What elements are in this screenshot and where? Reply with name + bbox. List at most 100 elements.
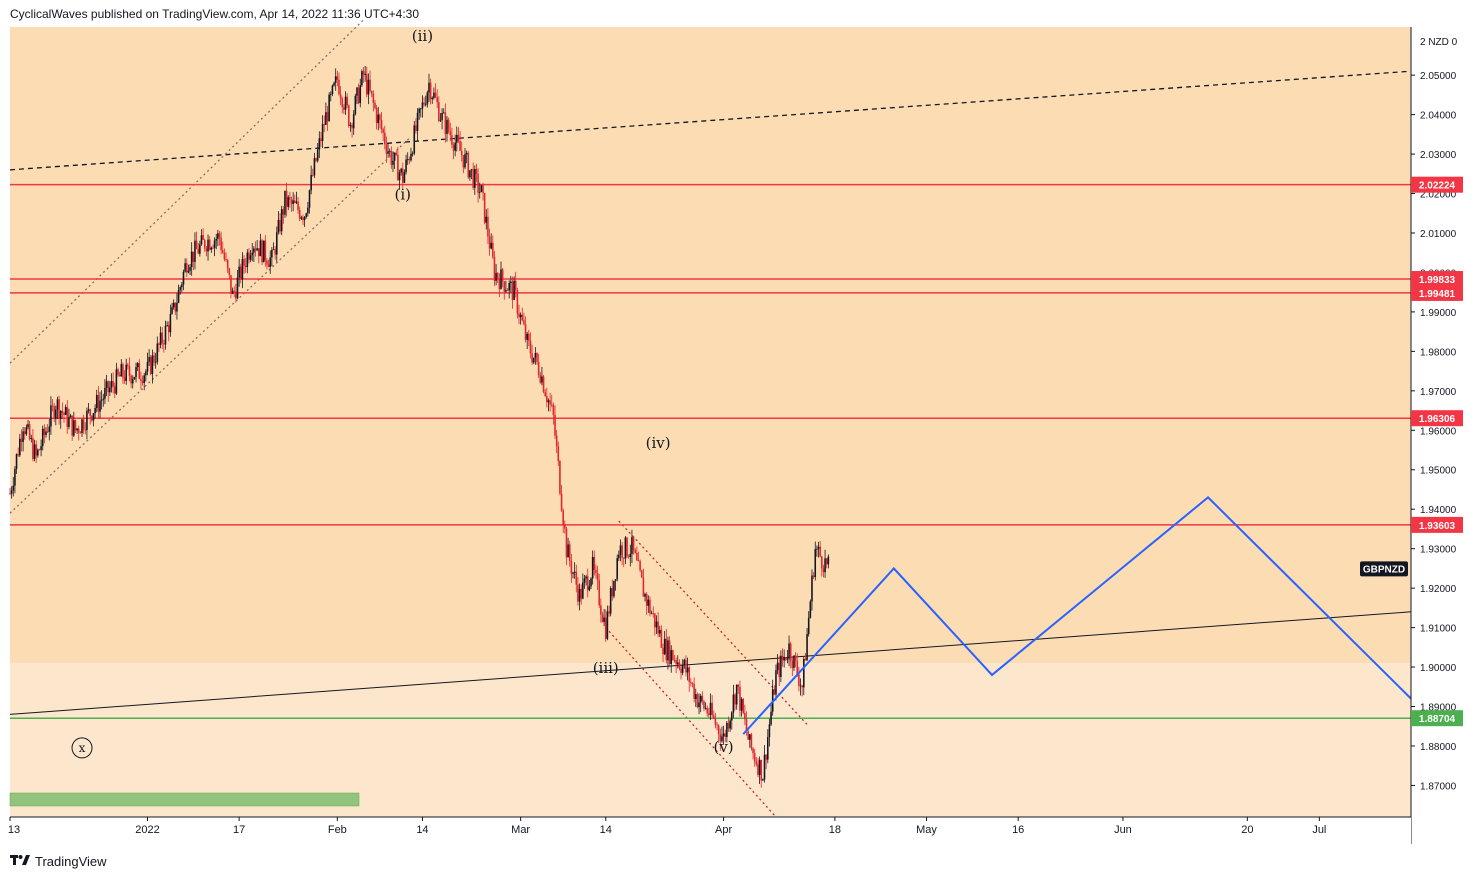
candle-303 bbox=[505, 280, 507, 294]
candle-229 bbox=[384, 125, 386, 150]
candle-444 bbox=[735, 684, 738, 710]
candle-101 bbox=[174, 302, 177, 316]
x-axis[interactable]: 13 2022 17 Feb 14 Mar 14 Apr 18 May 16 Jun 20 Jul bbox=[8, 816, 1411, 844]
candle-409 bbox=[678, 659, 681, 671]
candle-body-113 bbox=[194, 240, 196, 262]
candle-222 bbox=[372, 90, 375, 112]
candle-body-134 bbox=[228, 268, 231, 276]
candle-113 bbox=[194, 232, 196, 270]
candle-465 bbox=[770, 703, 772, 727]
candle-body-293 bbox=[488, 236, 491, 249]
candle-body-114 bbox=[195, 240, 198, 250]
candle-body-69 bbox=[122, 364, 124, 378]
candle-body-392 bbox=[650, 613, 653, 615]
candle-69 bbox=[122, 362, 124, 384]
candle-body-241 bbox=[403, 172, 406, 183]
candle-body-118 bbox=[202, 235, 204, 240]
candle-445 bbox=[737, 684, 740, 694]
candle-body-264 bbox=[441, 112, 443, 120]
candle-160 bbox=[271, 246, 273, 267]
candle-280 bbox=[467, 150, 470, 179]
x-tick-label-13: Jul bbox=[1312, 824, 1326, 836]
candle-375 bbox=[622, 557, 625, 568]
candle-body-346 bbox=[575, 571, 578, 585]
candle-172 bbox=[290, 196, 293, 212]
candle-347 bbox=[577, 577, 579, 606]
candle-body-431 bbox=[714, 717, 717, 725]
candle-196 bbox=[329, 91, 332, 102]
candle-body-443 bbox=[734, 694, 736, 705]
candle-249 bbox=[416, 108, 419, 141]
trendline-0 bbox=[9, 611, 1412, 715]
candle-body-324 bbox=[539, 375, 542, 383]
candle-body-240 bbox=[402, 168, 404, 183]
candle-body-54 bbox=[97, 395, 100, 412]
candle-body-36 bbox=[68, 417, 70, 427]
candle-body-424 bbox=[703, 701, 705, 709]
candle-body-303 bbox=[505, 290, 507, 292]
candle-426 bbox=[706, 705, 709, 717]
candle-body-155 bbox=[262, 240, 265, 263]
candle-307 bbox=[511, 276, 514, 309]
candle-body-311 bbox=[518, 313, 520, 318]
candle-body-479 bbox=[793, 655, 795, 668]
candle-495 bbox=[819, 540, 821, 558]
candle-398 bbox=[660, 625, 663, 649]
candle-body-371 bbox=[616, 558, 619, 580]
candle-496 bbox=[820, 555, 823, 577]
candle-body-489 bbox=[809, 601, 812, 618]
candle-263 bbox=[439, 113, 442, 122]
candle-body-268 bbox=[447, 119, 450, 132]
candle-39 bbox=[73, 411, 75, 438]
y-axis[interactable]: 2 NZD 0 1.87000 1.88000 1.89000 1.90000 1.91… bbox=[1410, 27, 1469, 844]
y-tick-label-2: 1.89000 bbox=[1420, 703, 1457, 714]
candle-454 bbox=[752, 747, 754, 760]
plot-background bbox=[10, 27, 1411, 817]
candle-body-325 bbox=[541, 376, 543, 383]
candle-body-83 bbox=[145, 371, 147, 376]
candle-body-143 bbox=[243, 258, 245, 266]
candle-body-366 bbox=[608, 611, 610, 614]
candle-body-129 bbox=[220, 237, 222, 251]
candle-body-81 bbox=[141, 380, 144, 383]
candle-345 bbox=[573, 562, 576, 579]
candle-353 bbox=[586, 568, 589, 598]
candle-194 bbox=[326, 105, 329, 131]
candle-body-103 bbox=[177, 289, 180, 303]
candle-494 bbox=[817, 541, 820, 558]
candle-body-67 bbox=[118, 374, 121, 377]
candle-body-172 bbox=[290, 199, 293, 204]
level-badge-label-5: 1.88704 bbox=[1419, 714, 1456, 725]
candle-348 bbox=[578, 583, 581, 611]
candle-392 bbox=[650, 610, 653, 615]
candle-body-294 bbox=[490, 242, 492, 249]
candle-body-491 bbox=[812, 575, 815, 578]
candle-body-298 bbox=[496, 272, 499, 279]
candle-257 bbox=[429, 78, 432, 105]
candle-487 bbox=[806, 628, 808, 661]
candle-body-163 bbox=[275, 232, 278, 255]
candle-body-369 bbox=[613, 580, 615, 597]
candle-436 bbox=[722, 725, 725, 745]
x-tick-label-6: 14 bbox=[600, 824, 612, 836]
candle-473 bbox=[783, 649, 785, 668]
candle-body-222 bbox=[372, 93, 375, 103]
candle-body-90 bbox=[156, 343, 159, 362]
candle-body-225 bbox=[377, 114, 380, 124]
candle-body-488 bbox=[807, 617, 810, 635]
candle-304 bbox=[506, 288, 509, 291]
candle-body-281 bbox=[469, 170, 471, 178]
candle-240 bbox=[402, 162, 404, 189]
candle-body-365 bbox=[606, 611, 609, 639]
y-tick-label-11: 1.98000 bbox=[1420, 347, 1457, 358]
candle-body-307 bbox=[511, 281, 514, 300]
candle-277 bbox=[462, 154, 465, 174]
candle-body-120 bbox=[205, 248, 208, 252]
candle-211 bbox=[354, 93, 357, 116]
candle-490 bbox=[811, 569, 813, 611]
candle-286 bbox=[477, 168, 479, 203]
candle-body-334 bbox=[555, 435, 558, 447]
candle-103 bbox=[177, 284, 180, 304]
candle-body-358 bbox=[595, 569, 597, 574]
